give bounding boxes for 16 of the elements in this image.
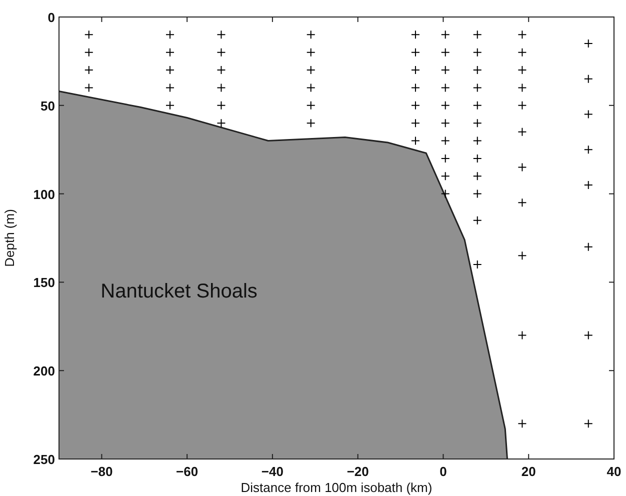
x-tick-label: −60 [176, 464, 198, 479]
x-tick-label: −80 [90, 464, 113, 479]
x-tick-label: 40 [606, 464, 622, 479]
x-tick-label: 0 [440, 464, 447, 479]
y-tick-label: 250 [33, 452, 55, 467]
y-tick-label: 50 [40, 98, 55, 114]
y-tick-label: 0 [48, 10, 55, 25]
y-tick-label: 100 [33, 186, 55, 202]
y-tick-label: 200 [33, 364, 55, 379]
x-tick-label: −20 [346, 464, 369, 479]
x-axis-title: Distance from 100m isobath (km) [240, 480, 432, 495]
y-tick-label: 150 [33, 275, 55, 290]
y-axis-title: Depth (m) [2, 209, 17, 267]
x-tick-label: 20 [521, 464, 536, 479]
annotation: Nantucket Shoals [100, 280, 258, 303]
x-tick-label: −40 [261, 464, 284, 479]
